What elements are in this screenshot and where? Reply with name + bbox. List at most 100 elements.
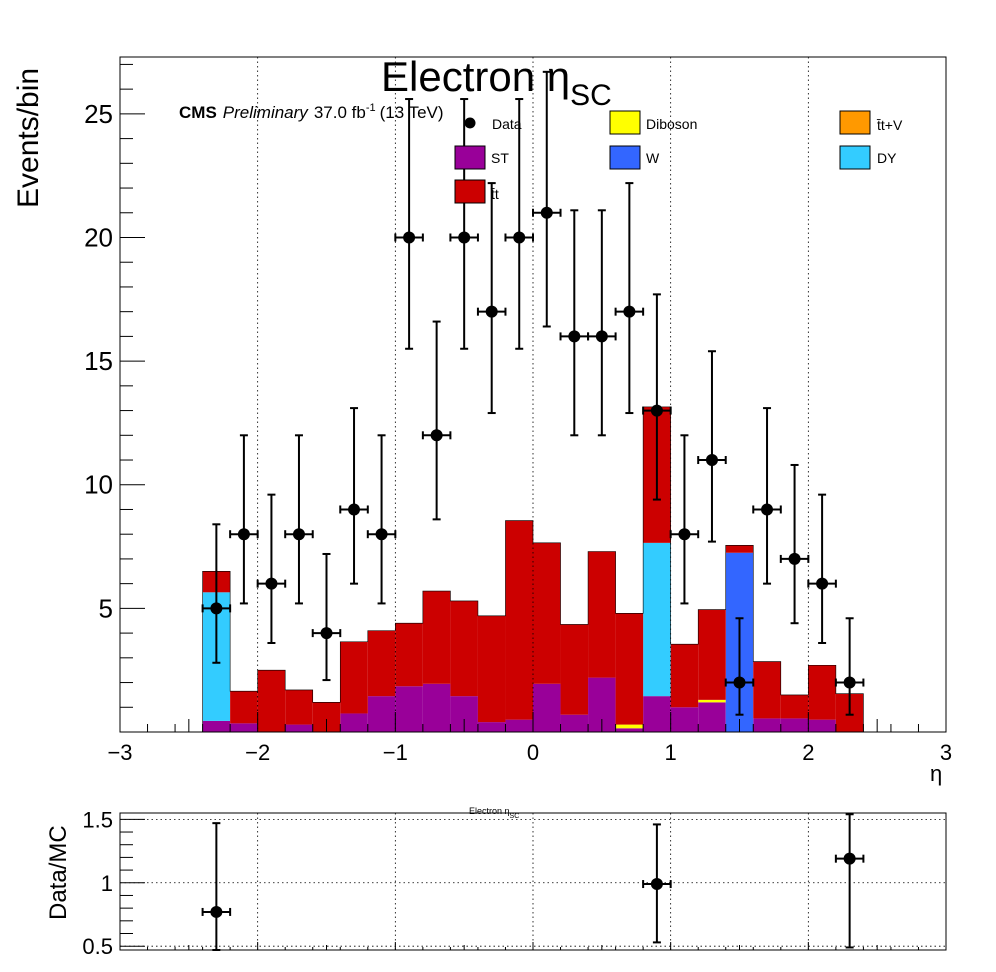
legend-entry-st: ST [454, 145, 509, 170]
data-point-4 [311, 552, 342, 682]
ratio-plot: 0.5 1 1.5 Electron ηSC Data/MC [45, 806, 947, 959]
x-tick-label-2: −1 [383, 740, 408, 765]
bar-0-20 [753, 718, 781, 732]
bar-0-7 [395, 686, 423, 732]
legend-label-dy: DY [877, 150, 897, 166]
bar-4-21 [780, 694, 809, 719]
ratio-y-tick-label-2: 1.5 [82, 807, 113, 832]
ratio-tick-labels: 0.5 1 1.5 [82, 807, 113, 959]
bar-0-18 [698, 702, 726, 732]
stack-outline [202, 406, 864, 732]
chart-title-subscript: SC [570, 79, 612, 112]
data-point-17 [669, 434, 700, 605]
cms-label: CMS Preliminary 37.0 fb-1 (13 TeV) [179, 102, 444, 122]
legend-swatch-ttbar [454, 179, 486, 204]
data-point-9 [449, 98, 479, 350]
bar-0-3 [285, 724, 313, 732]
data-point-1 [229, 434, 259, 605]
ratio-title-subscript: SC [510, 813, 520, 820]
legend-entry-dy: DY [839, 145, 897, 170]
bar-4-10 [477, 615, 506, 723]
cms-text: CMS [179, 103, 217, 122]
bar-1-18 [698, 699, 726, 703]
x-gridlines [257, 57, 809, 732]
x-tick-label-6: 3 [940, 740, 952, 765]
bar-4-13 [560, 624, 589, 715]
bar-0-22 [808, 719, 836, 732]
bar-0-21 [780, 718, 809, 732]
data-point-21 [779, 463, 810, 625]
bar-0-12 [533, 683, 561, 732]
bar-0-1 [230, 723, 258, 732]
data-point-0 [201, 523, 232, 664]
bar-4-20 [753, 661, 781, 719]
legend-label-data: Data [492, 116, 522, 132]
data-point-2 [256, 493, 287, 644]
data-point-22 [807, 493, 837, 644]
legend-swatch-st [454, 145, 486, 170]
x-tick-label-4: 1 [665, 740, 677, 765]
bar-4-14 [588, 551, 616, 678]
axis-ticks [119, 63, 947, 732]
x-tick-label-5: 2 [802, 740, 814, 765]
ratio-point-1 [642, 823, 672, 944]
ratio-point-2 [834, 813, 865, 949]
bar-0-15 [615, 728, 644, 732]
bar-3-16 [643, 542, 671, 697]
bar-4-19 [725, 545, 754, 553]
legend-swatch-ttv [839, 110, 871, 135]
y-tick-label-3: 20 [84, 222, 113, 252]
legend-entry-ttbar: t̄t [454, 179, 499, 204]
data-point-13 [559, 209, 590, 437]
y-tick-label-0: 5 [99, 593, 113, 623]
legend-entry-data: Data [464, 116, 522, 132]
chart-title: Electron ηSC [381, 53, 612, 112]
tick-labels: −3 −2 −1 0 1 2 3 5 10 15 20 25 [84, 99, 952, 765]
ratio-gridlines [120, 813, 946, 950]
bar-4-1 [230, 691, 258, 724]
legend-entry-w: W [609, 145, 660, 170]
preliminary-text: Preliminary [223, 103, 310, 122]
legend-label-ttv: t̄t+V [877, 117, 903, 133]
bar-4-18 [698, 609, 726, 700]
bar-4-22 [808, 665, 836, 720]
ratio-ticks [119, 818, 947, 950]
bar-4-3 [285, 689, 313, 725]
bar-4-12 [533, 542, 561, 684]
bar-0-10 [477, 722, 506, 732]
lumi-exponent: -1 [366, 102, 376, 114]
legend-entry-diboson: Diboson [609, 110, 697, 135]
lumi-value: 37.0 fb [314, 103, 366, 122]
legend-label-st: ST [491, 150, 509, 166]
legend-entry-ttv: t̄t+V [839, 110, 903, 135]
bar-0-8 [422, 683, 451, 732]
bar-4-17 [670, 644, 699, 708]
data-point-6 [366, 434, 397, 605]
data-point-11 [504, 98, 534, 350]
data-point-20 [752, 407, 782, 585]
legend-swatch-diboson [609, 110, 641, 135]
main-plot: −3 −2 −1 0 1 2 3 5 10 15 20 25 Electron ηSC Events/… [12, 53, 952, 786]
x-axis-label: η [930, 761, 942, 786]
bar-0-6 [367, 696, 396, 732]
legend-label-diboson: Diboson [646, 116, 697, 132]
data-point-16 [642, 293, 672, 501]
y-tick-label-1: 10 [84, 470, 113, 500]
legend: Data Diboson t̄t+V ST W [454, 110, 903, 204]
ratio-points [201, 813, 865, 951]
bar-1-15 [615, 724, 644, 729]
energy-text: (13 TeV) [380, 103, 444, 122]
data-point-12 [532, 70, 562, 328]
x-tick-label-3: 0 [527, 740, 539, 765]
data-point-14 [587, 209, 617, 437]
legend-label-w: W [646, 150, 660, 166]
bar-4-6 [367, 630, 396, 697]
ratio-y-axis-label: Data/MC [45, 825, 72, 920]
ratio-point-0 [201, 822, 232, 951]
bar-0-0 [202, 720, 231, 732]
data-points [201, 70, 865, 716]
data-point-7 [394, 98, 424, 350]
bar-0-17 [670, 707, 699, 732]
